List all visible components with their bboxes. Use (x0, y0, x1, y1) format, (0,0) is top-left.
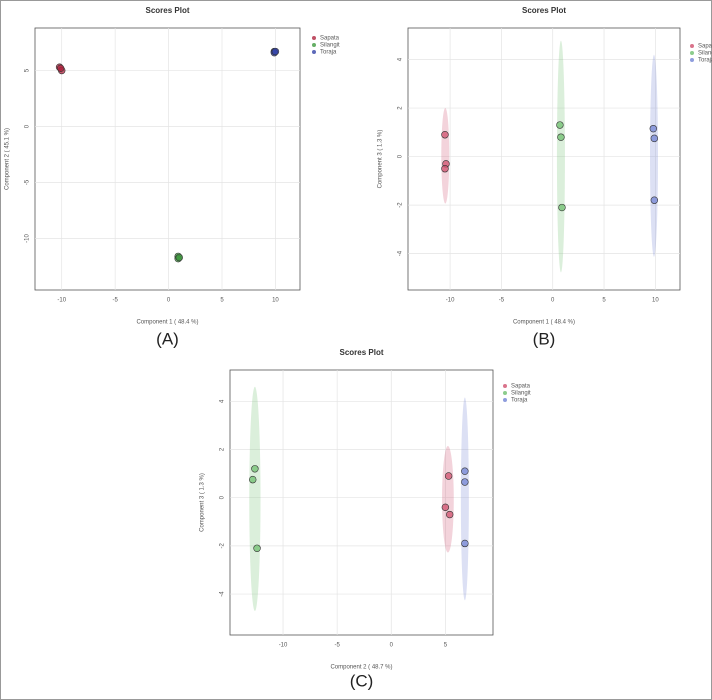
y-tick-label: 0 (25, 124, 31, 128)
panel-label: (B) (533, 329, 556, 348)
plot-area (407, 27, 681, 291)
legend-swatch (312, 50, 316, 54)
x-tick-label: 5 (444, 643, 448, 649)
y-axis-label: Component 3 ( 1.3 %) (378, 130, 384, 189)
legend-label: Sapata (511, 384, 531, 390)
x-tick-label: -5 (499, 298, 505, 304)
legend-swatch (503, 384, 507, 388)
x-tick-label: -10 (446, 298, 455, 304)
legend-swatch (690, 44, 694, 48)
legend-label: Silangit (511, 391, 531, 397)
panel-label: (C) (350, 671, 374, 690)
confidence-ellipse (649, 54, 658, 257)
y-tick-label: 2 (220, 447, 226, 451)
legend-label: Sapata (698, 44, 712, 50)
plot-area (229, 369, 494, 636)
x-axis-label: Component 2 ( 48.7 %) (330, 665, 392, 671)
plot-area (34, 27, 301, 291)
legend-label: Toraja (511, 398, 528, 404)
x-axis-label: Component 1 ( 48.4 %) (136, 320, 198, 326)
legend-swatch (690, 51, 694, 55)
score-point (650, 134, 659, 143)
score-point (441, 131, 449, 139)
x-tick-label: 0 (390, 643, 394, 649)
score-point (175, 253, 183, 262)
confidence-ellipse (441, 108, 450, 204)
score-point (444, 472, 453, 480)
x-tick-label: -10 (57, 298, 66, 304)
x-tick-label: 5 (220, 298, 224, 304)
y-tick-label: 5 (25, 68, 31, 72)
score-point (650, 196, 659, 204)
x-tick-label: -5 (112, 298, 118, 304)
y-tick-label: 4 (398, 57, 404, 61)
legend-swatch (312, 43, 316, 47)
x-tick-label: 0 (551, 298, 555, 304)
x-tick-label: 5 (602, 298, 606, 304)
y-tick-label: -4 (398, 250, 404, 256)
y-tick-label: -2 (398, 202, 404, 208)
legend-label: Silangit (698, 51, 712, 57)
x-tick-label: 10 (272, 298, 279, 304)
score-point (557, 133, 565, 141)
score-point (441, 503, 450, 512)
chart-title: Scores Plot (145, 6, 189, 15)
x-axis-label: Component 1 ( 48.4 %) (513, 320, 575, 326)
confidence-ellipse (249, 386, 261, 611)
plot: -10 -5 0 5 10 -4 -2 0 2 4 Scores Plot Component 1 (… (378, 6, 712, 348)
score-point (249, 475, 257, 484)
legend-swatch (503, 391, 507, 395)
plot: -10 -5 0 5 10 -10 -5 0 5 Scores Plot Component 1 (… (5, 6, 340, 348)
y-axis-label: Component 3 ( 1.3 %) (200, 473, 206, 532)
y-axis-label: Component 2 ( 45.1 %) (5, 128, 11, 190)
y-tick-label: -4 (220, 591, 226, 597)
score-point (461, 539, 469, 548)
chart-title: Scores Plot (522, 6, 566, 15)
legend-swatch (690, 58, 694, 62)
score-point (271, 47, 280, 56)
panel-label: (A) (156, 329, 179, 348)
legend-label: Toraja (320, 50, 337, 56)
score-point (56, 64, 65, 73)
y-tick-label: 2 (398, 106, 404, 110)
legend-swatch (312, 36, 316, 40)
score-point (446, 510, 454, 519)
legend-swatch (503, 398, 507, 402)
legend-label: Silangit (320, 43, 340, 49)
chart-title: Scores Plot (339, 348, 383, 357)
y-tick-label: 0 (220, 495, 226, 499)
x-tick-label: -5 (334, 643, 340, 649)
y-tick-label: -10 (25, 233, 31, 242)
score-point (461, 467, 469, 475)
score-point (253, 544, 261, 552)
confidence-ellipse (556, 40, 565, 273)
x-tick-label: 0 (167, 298, 171, 304)
confidence-ellipse (460, 397, 469, 601)
score-point (649, 124, 658, 133)
y-tick-label: -5 (25, 179, 31, 185)
score-point (556, 121, 564, 129)
y-tick-label: 4 (220, 399, 226, 403)
score-point (441, 165, 449, 173)
score-point (461, 478, 469, 486)
score-point (251, 465, 259, 473)
x-tick-label: -10 (279, 643, 288, 649)
y-tick-label: 0 (398, 154, 404, 158)
y-tick-label: -2 (220, 543, 226, 549)
x-tick-label: 10 (652, 298, 659, 304)
confidence-ellipse (442, 446, 454, 553)
legend-label: Sapata (320, 36, 340, 42)
legend-label: Toraja (698, 58, 712, 64)
plot: -10 -5 0 5 -4 -2 0 2 4 Scores Plot Component 2 ( 4… (200, 348, 531, 690)
score-point (558, 203, 566, 212)
